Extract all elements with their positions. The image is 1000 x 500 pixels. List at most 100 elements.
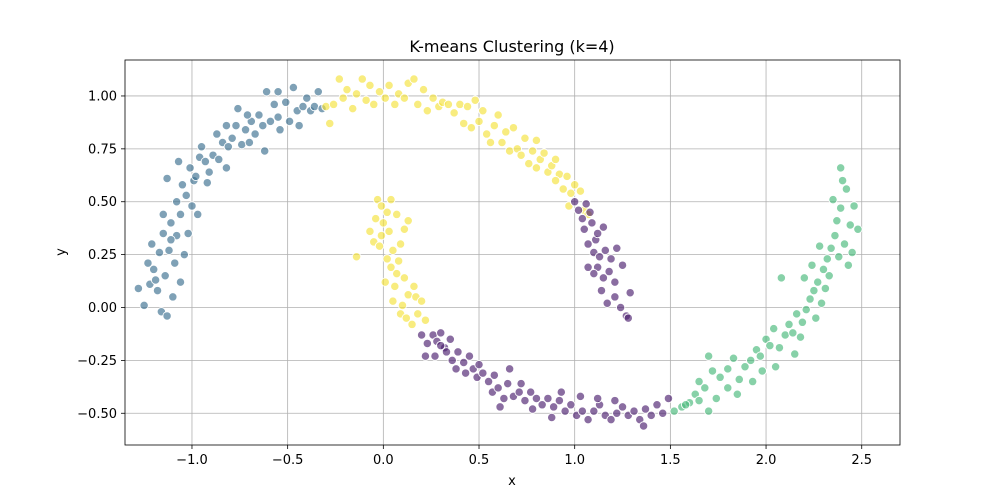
data-point (485, 137, 496, 148)
y-tick-label: 0.00 (88, 301, 117, 316)
data-point (447, 355, 457, 366)
data-point (240, 125, 251, 135)
data-point (606, 254, 616, 264)
data-point (820, 283, 831, 294)
data-point (413, 99, 423, 110)
data-point (380, 277, 390, 287)
data-point (548, 402, 559, 412)
data-point (164, 245, 174, 256)
data-point (570, 180, 580, 190)
data-point (191, 171, 201, 181)
data-point (822, 254, 832, 264)
x-tick-label: −0.5 (272, 453, 304, 468)
data-point (845, 220, 855, 230)
data-point (436, 328, 446, 338)
data-point (615, 302, 626, 313)
data-point (813, 277, 823, 287)
data-point (376, 230, 387, 241)
data-point (483, 376, 494, 387)
data-point (265, 116, 276, 126)
data-point (663, 393, 674, 404)
data-point (365, 80, 375, 91)
data-point (703, 406, 714, 416)
data-point (388, 296, 398, 306)
data-point (464, 351, 475, 361)
data-point (325, 118, 335, 129)
data-point (527, 146, 538, 156)
data-point (460, 368, 471, 378)
data-point (149, 264, 159, 275)
cluster-steelblue (133, 82, 327, 321)
data-point (625, 288, 635, 298)
data-point (183, 228, 193, 239)
data-point (550, 154, 561, 165)
data-point (393, 256, 404, 266)
data-point (158, 209, 168, 220)
data-point (539, 148, 549, 158)
data-point (166, 235, 176, 245)
data-point (769, 324, 779, 334)
data-point (818, 264, 829, 275)
data-points (133, 74, 863, 431)
data-point (795, 332, 806, 342)
x-tick-label: 0.5 (469, 453, 490, 468)
data-point (514, 387, 524, 397)
data-point (338, 93, 348, 103)
data-point (261, 87, 272, 97)
data-point (133, 283, 144, 294)
data-point (392, 209, 402, 220)
data-point (503, 379, 513, 389)
data-point (809, 285, 819, 296)
data-point (577, 406, 587, 416)
data-point (504, 146, 515, 156)
data-point (390, 99, 400, 110)
data-point (298, 101, 308, 112)
data-point (501, 127, 511, 137)
data-point (493, 110, 503, 120)
y-tick-label: 0.50 (88, 195, 117, 210)
data-point (328, 99, 339, 110)
data-point (374, 87, 385, 97)
data-point (399, 273, 410, 283)
x-axis-ticks: −1.0 −0.5 0.0 0.5 1.0 1.5 2.0 2.5 (176, 445, 872, 468)
data-point (388, 245, 398, 256)
x-tick-label: 0.0 (373, 453, 394, 468)
data-point (409, 74, 419, 84)
data-point (610, 395, 620, 406)
data-point (839, 239, 850, 249)
data-point (395, 239, 406, 249)
data-point (401, 313, 411, 323)
data-point (669, 406, 679, 416)
data-point (612, 408, 622, 418)
data-point (416, 330, 427, 340)
data-point (179, 249, 189, 260)
data-point (376, 201, 387, 211)
data-point (212, 129, 222, 139)
data-point (459, 118, 469, 129)
data-point (681, 400, 691, 410)
data-point (244, 137, 255, 148)
data-point (154, 247, 165, 258)
data-point (233, 104, 243, 114)
data-point (380, 93, 390, 103)
data-point (537, 400, 547, 410)
data-point (575, 391, 586, 401)
data-point (453, 347, 463, 357)
data-point (658, 408, 668, 418)
data-point (160, 271, 170, 281)
data-point (436, 340, 446, 351)
data-point (524, 159, 534, 169)
data-point (288, 82, 299, 93)
data-point (478, 368, 488, 378)
data-point (459, 357, 469, 368)
data-point (837, 175, 848, 186)
data-point (172, 197, 182, 207)
data-point (703, 351, 714, 361)
data-point (443, 99, 454, 110)
data-point (334, 74, 344, 84)
data-point (610, 292, 620, 302)
data-point (386, 194, 396, 205)
data-point (187, 201, 197, 211)
data-point (816, 298, 827, 308)
data-point (445, 334, 455, 344)
